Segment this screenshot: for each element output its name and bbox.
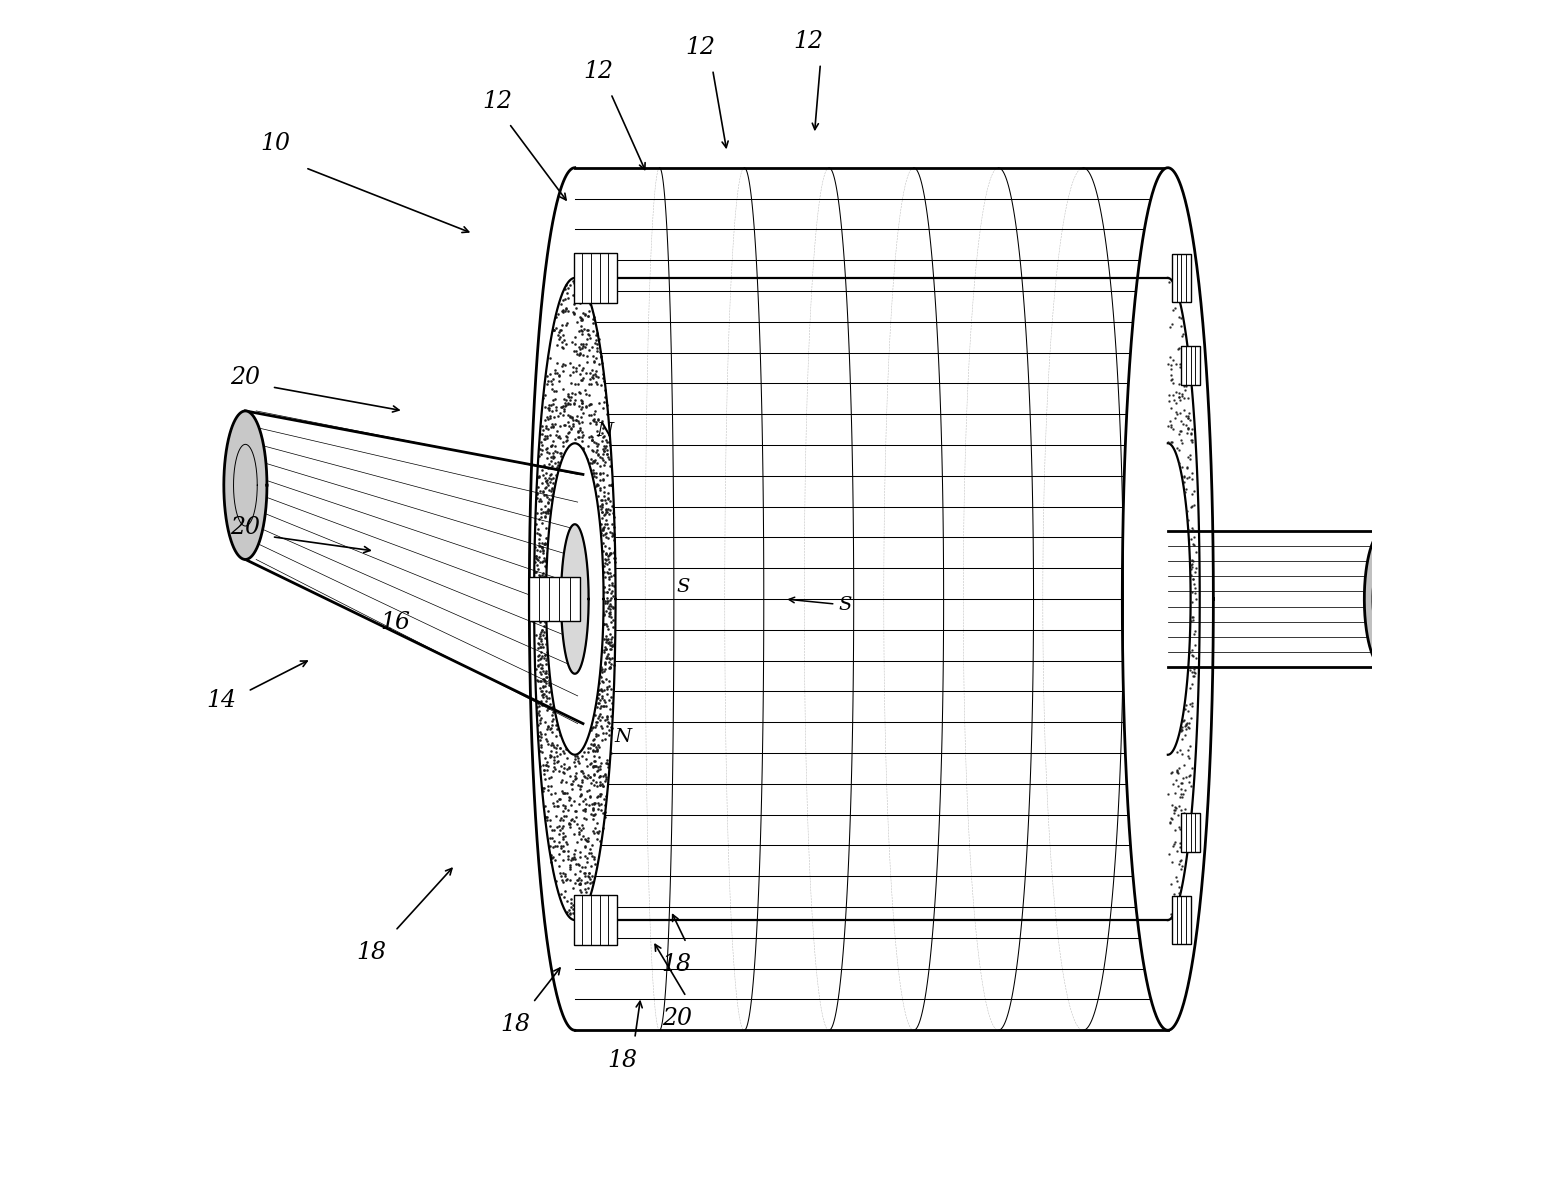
Text: 20: 20 [230, 515, 261, 539]
Polygon shape [1180, 813, 1200, 852]
Polygon shape [224, 411, 267, 559]
Text: N: N [596, 422, 613, 441]
Text: 12: 12 [794, 30, 823, 54]
Text: 10: 10 [260, 132, 290, 156]
Polygon shape [561, 525, 589, 673]
Polygon shape [1364, 531, 1403, 667]
Polygon shape [530, 577, 579, 621]
Polygon shape [1173, 896, 1191, 944]
Polygon shape [1122, 168, 1213, 1030]
Text: 18: 18 [607, 1048, 638, 1072]
Polygon shape [573, 895, 616, 945]
Text: 12: 12 [686, 36, 715, 60]
Text: 12: 12 [482, 90, 511, 114]
Text: 12: 12 [584, 60, 613, 84]
Polygon shape [1173, 254, 1191, 302]
Text: 20: 20 [661, 1006, 692, 1030]
Text: S: S [677, 577, 689, 597]
Text: 18: 18 [661, 952, 692, 976]
Text: 16: 16 [380, 611, 409, 635]
Text: 20: 20 [230, 365, 261, 389]
Polygon shape [575, 168, 1168, 1030]
Text: 18: 18 [501, 1012, 530, 1036]
Polygon shape [1180, 346, 1200, 385]
Polygon shape [535, 278, 615, 920]
Polygon shape [573, 253, 616, 303]
Polygon shape [545, 443, 604, 755]
Text: 18: 18 [357, 940, 386, 964]
Text: S: S [789, 595, 851, 615]
Text: N: N [615, 727, 632, 746]
Text: 14: 14 [207, 689, 236, 713]
